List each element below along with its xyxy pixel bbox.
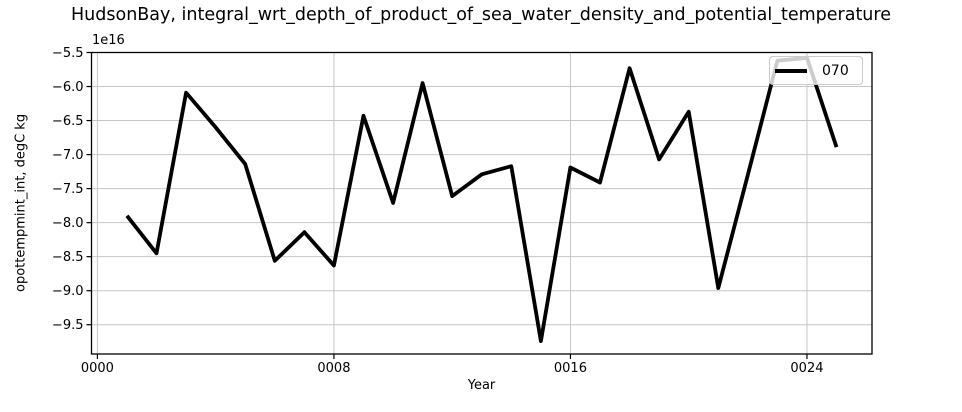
- legend-series-label: 070: [822, 62, 849, 79]
- y-tick-label: −5.5: [52, 46, 84, 61]
- y-tick-label: −7.0: [52, 148, 84, 163]
- plot-border: [90, 51, 873, 355]
- x-tick-label: 0016: [554, 361, 587, 376]
- y-tick-label: −7.5: [52, 182, 84, 197]
- chart-title: HudsonBay, integral_wrt_depth_of_product…: [71, 5, 891, 25]
- y-axis-offset-text: 1e16: [92, 33, 125, 48]
- y-tick-label: −9.0: [52, 284, 84, 299]
- y-tick-label: −6.0: [52, 80, 84, 95]
- x-tick-label: 0000: [81, 361, 114, 376]
- y-tick-label: −9.5: [52, 318, 84, 333]
- y-tick-label: −6.5: [52, 114, 84, 129]
- y-tick-label: −8.0: [52, 216, 84, 231]
- x-tick-label: 0008: [317, 361, 350, 376]
- y-tick-label: −8.5: [52, 250, 84, 265]
- legend-line-sample-icon: [775, 68, 807, 73]
- x-axis-label: Year: [467, 378, 496, 393]
- data-line: [125, 56, 839, 344]
- x-tick-label: 0024: [790, 361, 823, 376]
- legend: 070: [769, 56, 863, 85]
